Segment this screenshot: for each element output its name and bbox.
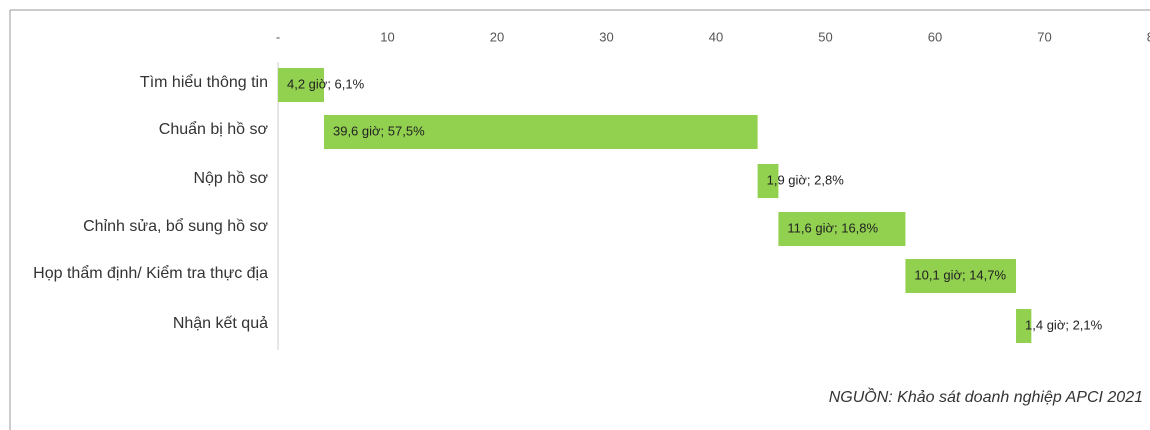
bar	[905, 259, 1017, 293]
x-tick-label: -	[276, 29, 280, 44]
value-label: 1,4 giờ; 2,1%	[1025, 317, 1103, 332]
source: NGUỒN: Khảo sát doanh nghiệp APCI 2021	[829, 387, 1143, 406]
x-tick-label: 10	[380, 29, 394, 44]
category-label: Nhận kết quả	[172, 315, 268, 332]
category-label: Tìm hiểu thông tin	[139, 74, 268, 91]
x-tick-label: 70	[1037, 29, 1051, 44]
bar	[757, 164, 779, 198]
category-label: Chỉnh sửa, bổ sung hồ sơ	[83, 218, 268, 235]
bar	[278, 68, 324, 102]
x-tick-label: 40	[709, 29, 723, 44]
x-tick-label: 80	[1147, 29, 1150, 44]
x-tick-label: 30	[599, 29, 613, 44]
bar	[1016, 309, 1032, 343]
bar	[778, 212, 906, 246]
x-tick-label: 20	[490, 29, 504, 44]
value-label: 11,6 giờ; 16,8%	[787, 220, 878, 235]
value-label: 39,6 giờ; 57,5%	[333, 123, 425, 138]
x-tick-label: 60	[928, 29, 942, 44]
x-tick-label: 50	[818, 29, 832, 44]
value-label: 10,1 giờ; 14,7%	[914, 267, 1006, 282]
category-label: Chuẩn bị hồ sơ	[158, 121, 268, 138]
category-label: Nộp hồ sơ	[193, 170, 268, 187]
bar	[323, 115, 758, 149]
value-label: 4,2 giờ; 6,1%	[287, 76, 365, 91]
category-label: Họp thẩm định/ Kiểm tra thực địa	[33, 265, 268, 282]
value-label: 1,9 giờ; 2,8%	[767, 172, 845, 187]
